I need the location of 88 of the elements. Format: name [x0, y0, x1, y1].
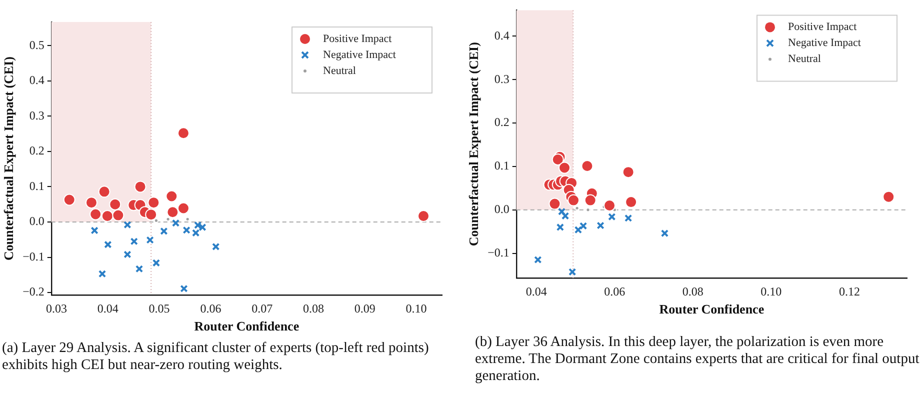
y-tick-label: −0.1 — [488, 245, 510, 260]
y-tick-label: 0.4 — [494, 28, 510, 42]
x-tick-label: 0.07 — [252, 301, 273, 316]
point — [625, 196, 638, 208]
point — [177, 202, 190, 214]
y-tick-label: 0.5 — [29, 38, 44, 52]
point — [548, 198, 561, 210]
y-axis-title: Counterfactual Expert Impact (CEI) — [1, 56, 16, 261]
point — [660, 229, 669, 238]
point — [581, 160, 594, 172]
legend-label: Neutral — [788, 53, 821, 66]
point — [198, 223, 206, 232]
point — [579, 222, 588, 230]
y-tick-label: 0.3 — [29, 108, 44, 122]
text: (a) Layer 29 Analysis. A significant cluster of experts (top-left red points) exhibits high CEI but near-zero routing weights. — [2, 340, 430, 374]
y-tick-label: 0.1 — [29, 178, 44, 193]
text: (b) Layer 36 Analysis. In this deep layer, the polarization is even more extreme. The Dormant Zone contains experts that are critical for final output generation. — [475, 334, 920, 385]
legend-label: Positive Impact — [323, 32, 392, 45]
point — [152, 259, 160, 267]
point — [135, 265, 144, 273]
y-tick-label: −0.2 — [22, 284, 44, 299]
y-tick-label: −0.1 — [22, 249, 44, 264]
point — [85, 196, 98, 209]
x-tick-label: 0.09 — [354, 301, 376, 316]
y-tick-label: 0.2 — [494, 115, 510, 130]
point — [112, 209, 124, 222]
x-tick-label: 0.05 — [148, 301, 170, 316]
point — [552, 154, 564, 166]
point — [148, 196, 160, 209]
point — [568, 268, 576, 276]
point — [90, 208, 102, 220]
x-tick-label: 0.08 — [303, 301, 324, 316]
point — [166, 190, 178, 202]
point — [134, 180, 146, 193]
x-tick-label: 0.10 — [406, 301, 427, 316]
legend-label: Positive Impact — [788, 21, 857, 34]
x-tick-label: 0.12 — [838, 284, 860, 298]
legend-label: Negative Impact — [788, 37, 861, 50]
point — [534, 256, 542, 264]
legend-label: Negative Impact — [323, 48, 396, 61]
point — [166, 206, 179, 218]
x-tick-label: 0.06 — [200, 301, 222, 316]
point — [608, 212, 616, 221]
x-tick-label: 0.06 — [604, 284, 626, 298]
point — [568, 194, 580, 206]
point — [90, 226, 98, 234]
point — [177, 127, 190, 140]
y-tick-label: 0.3 — [494, 72, 510, 86]
y-tick-label: 0.2 — [29, 144, 44, 158]
point — [596, 222, 604, 230]
x-tick-label: 0.10 — [760, 284, 782, 298]
point — [98, 270, 106, 278]
point — [574, 226, 582, 234]
x-axis-title: Router Confidence — [659, 302, 764, 317]
point — [98, 186, 110, 198]
point — [63, 194, 76, 206]
point — [124, 220, 132, 229]
x-tick-label: 0.04 — [97, 301, 118, 316]
point — [130, 238, 138, 246]
point — [556, 223, 564, 232]
point — [172, 219, 180, 227]
point — [182, 226, 190, 234]
legend-label: Neutral — [323, 64, 356, 77]
point — [212, 242, 220, 251]
point — [604, 200, 616, 212]
x-tick-label: 0.03 — [46, 301, 68, 316]
y-tick-label: 0.4 — [29, 73, 44, 88]
y-tick-label: 0.0 — [494, 202, 510, 216]
point — [104, 240, 112, 248]
x-tick-label: 0.08 — [682, 284, 704, 298]
point — [146, 236, 154, 244]
point — [109, 198, 122, 210]
point — [584, 194, 596, 206]
point — [558, 162, 571, 174]
point — [124, 250, 132, 258]
y-tick-label: 0.1 — [494, 158, 510, 173]
point — [145, 208, 158, 221]
point — [101, 210, 114, 222]
x-axis-title: Router Confidence — [194, 318, 300, 334]
y-tick-label: 0.0 — [29, 214, 44, 228]
point — [882, 190, 895, 203]
point — [417, 210, 430, 222]
point — [180, 284, 188, 292]
y-axis-title: Counterfactual Expert Impact (CEI) — [466, 42, 482, 246]
point — [624, 214, 632, 222]
point — [622, 166, 634, 178]
point — [160, 227, 168, 235]
x-tick-label: 0.04 — [526, 284, 547, 298]
